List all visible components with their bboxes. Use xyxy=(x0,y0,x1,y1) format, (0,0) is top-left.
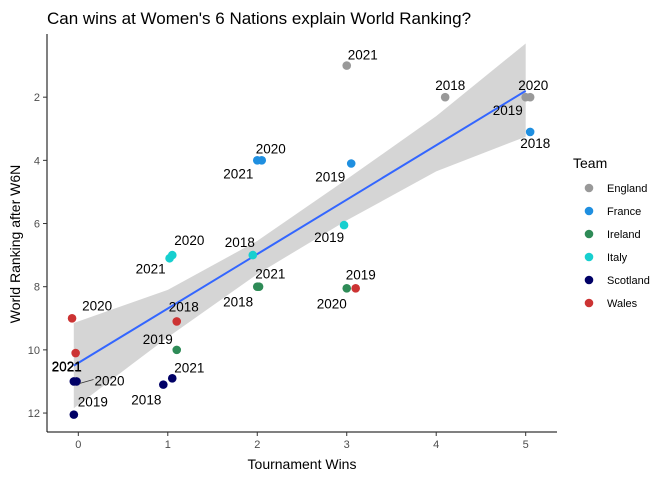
legend-key-ireland xyxy=(584,229,594,239)
x-axis-title: Tournament Wins xyxy=(248,456,357,472)
point-wales-2019 xyxy=(351,283,360,293)
legend-key-italy xyxy=(584,252,594,262)
point-label-wales-2021: 2021 xyxy=(52,359,82,374)
point-label-england-2020: 2020 xyxy=(518,78,548,93)
point-label-wales-2018: 2018 xyxy=(169,299,199,314)
point-label-ireland-2021: 2021 xyxy=(255,267,285,282)
point-france-2021 xyxy=(252,156,262,165)
legend-label-england: England xyxy=(607,183,647,195)
point-label-scotland-2020: 2020 xyxy=(95,374,125,389)
point-label-scotland-2019: 2019 xyxy=(78,395,108,410)
y-tick-label-12: 12 xyxy=(28,408,40,420)
point-label-italy-2021: 2021 xyxy=(136,261,166,276)
point-label-italy-2020: 2020 xyxy=(174,233,204,248)
point-label-france-2020: 2020 xyxy=(256,141,286,156)
chart-title: Can wins at Women's 6 Nations explain Wo… xyxy=(47,9,471,28)
y-axis-title: World Ranking after W6N xyxy=(7,165,23,323)
legend-key-scotland xyxy=(584,275,594,285)
legend-label-italy: Italy xyxy=(607,252,628,264)
label-leader-line xyxy=(79,379,94,384)
point-italy-2018 xyxy=(248,250,258,260)
y-tick-label-8: 8 xyxy=(34,282,40,294)
point-label-wales-2020: 2020 xyxy=(82,298,112,313)
point-label-england-2021: 2021 xyxy=(348,48,378,63)
point-label-ireland-2018: 2018 xyxy=(223,295,253,310)
point-label-england-2019: 2019 xyxy=(493,103,523,118)
point-ireland-2020 xyxy=(342,283,352,293)
legend-key-england xyxy=(584,183,594,193)
x-tick-label-2: 2 xyxy=(254,439,260,451)
point-label-france-2018: 2018 xyxy=(520,136,550,151)
x-tick-label-3: 3 xyxy=(344,439,350,451)
point-england-2021 xyxy=(342,61,352,70)
point-label-france-2021: 2021 xyxy=(223,166,253,181)
x-tick-label-0: 0 xyxy=(75,439,81,451)
point-label-ireland-2019: 2019 xyxy=(143,332,173,347)
point-label-ireland-2020: 2020 xyxy=(317,296,347,311)
point-france-2019 xyxy=(346,159,356,168)
point-wales-2020 xyxy=(67,313,77,323)
legend-title: Team xyxy=(573,155,607,171)
point-scotland-2020 xyxy=(72,377,81,386)
y-tick-label-6: 6 xyxy=(34,219,40,231)
point-scotland-2018 xyxy=(159,380,168,389)
point-label-italy-2018: 2018 xyxy=(225,235,255,250)
y-tick-label-10: 10 xyxy=(28,345,40,357)
legend-label-france: France xyxy=(607,206,641,218)
point-label-scotland-2018: 2018 xyxy=(131,393,161,408)
point-italy-2021 xyxy=(165,253,174,263)
point-england-2018 xyxy=(440,92,450,102)
x-tick-label-4: 4 xyxy=(433,439,439,451)
point-wales-2021 xyxy=(71,348,80,358)
point-label-wales-2019: 2019 xyxy=(346,267,376,282)
point-ireland-2018 xyxy=(254,282,264,291)
legend-label-ireland: Ireland xyxy=(607,229,641,241)
point-italy-2019 xyxy=(339,220,349,230)
legend-key-france xyxy=(584,206,594,216)
point-scotland-2021 xyxy=(167,374,177,383)
point-label-scotland-2021: 2021 xyxy=(174,360,204,375)
point-scotland-2019 xyxy=(69,410,79,419)
point-wales-2018 xyxy=(172,317,182,326)
point-england-2019 xyxy=(521,92,530,102)
point-label-italy-2019: 2019 xyxy=(314,230,344,245)
regression-line xyxy=(73,90,527,367)
point-france-2018 xyxy=(525,127,535,137)
legend-key-wales xyxy=(584,298,594,308)
x-tick-label-5: 5 xyxy=(523,439,529,451)
point-label-france-2019: 2019 xyxy=(315,170,345,185)
y-tick-label-4: 4 xyxy=(34,155,40,167)
legend-label-wales: Wales xyxy=(607,298,638,310)
point-label-scotland-2021: 2021 xyxy=(52,360,82,375)
point-ireland-2019 xyxy=(172,345,182,355)
legend: Team England France Ireland Italy Scotland Wa… xyxy=(573,155,650,310)
legend-label-scotland: Scotland xyxy=(607,275,650,287)
point-label-england-2018: 2018 xyxy=(435,78,465,93)
y-tick-label-2: 2 xyxy=(34,92,40,104)
confidence-band xyxy=(73,43,526,409)
x-tick-label-1: 1 xyxy=(165,439,171,451)
